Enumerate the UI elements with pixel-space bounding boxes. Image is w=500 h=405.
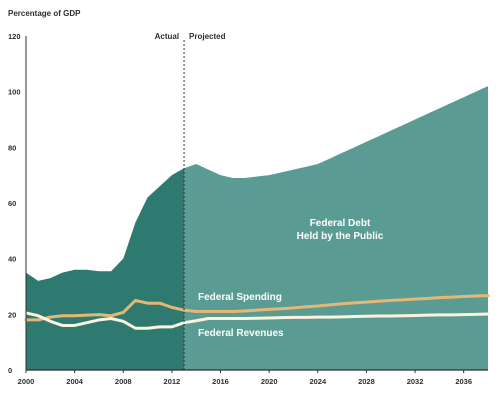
y-tick-label: 100 bbox=[8, 88, 21, 97]
debt-area-actual bbox=[26, 168, 185, 370]
y-axis-label: Percentage of GDP bbox=[8, 9, 81, 18]
spending-series-label: Federal Spending bbox=[198, 292, 282, 303]
x-tick-label: 2024 bbox=[309, 377, 327, 386]
annotations: Percentage of GDP Actual Projected Federal … bbox=[8, 9, 384, 339]
x-tick-label: 2028 bbox=[358, 377, 375, 386]
x-tick-label: 2012 bbox=[164, 377, 181, 386]
revenues-line bbox=[24, 311, 490, 330]
debt-series-label: Held by the Public bbox=[297, 231, 384, 242]
x-tick-label: 2032 bbox=[407, 377, 424, 386]
y-tick-label: 80 bbox=[8, 143, 16, 152]
y-tick-label: 40 bbox=[8, 255, 16, 264]
x-tick-label: 2000 bbox=[18, 377, 35, 386]
actual-label: Actual bbox=[155, 32, 179, 41]
y-tick-label: 20 bbox=[8, 310, 16, 319]
x-tick-label: 2008 bbox=[115, 377, 132, 386]
projected-label: Projected bbox=[189, 32, 226, 41]
revenues-series-label: Federal Revenues bbox=[198, 328, 284, 339]
debt-series-label: Federal Debt bbox=[310, 218, 371, 229]
x-tick-label: 2036 bbox=[455, 377, 472, 386]
y-tick-label: 0 bbox=[8, 366, 12, 375]
x-tick-label: 2016 bbox=[212, 377, 229, 386]
x-tick-label: 2004 bbox=[66, 377, 84, 386]
axes: 0 20 40 60 80 100 120 2000 2004 2008 2012 2016 2020 2… bbox=[8, 32, 488, 386]
y-tick-label: 60 bbox=[8, 199, 16, 208]
plot-area bbox=[24, 86, 490, 370]
x-tick-label: 2020 bbox=[261, 377, 278, 386]
spending-line bbox=[24, 294, 490, 322]
y-tick-label: 120 bbox=[8, 32, 21, 41]
